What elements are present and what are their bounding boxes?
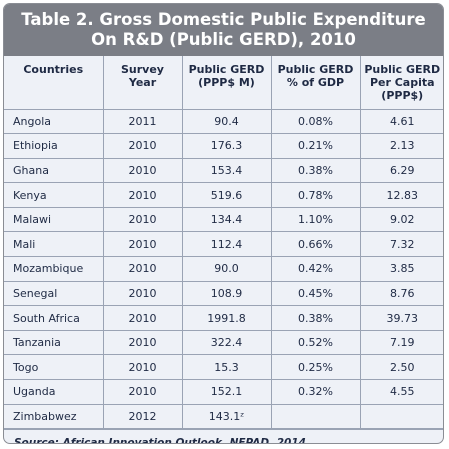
- cell-per-capita: 7.19: [359, 329, 443, 356]
- cell-country: Uganda: [4, 379, 104, 405]
- cell-per-capita: 8.76: [359, 280, 443, 307]
- cell-country: Tanzania: [4, 329, 104, 356]
- table-row: Uganda 2010 152.1 0.32% 4.55: [4, 379, 443, 405]
- cell-year: 2010: [102, 182, 183, 208]
- header-public-gerd-per-capita: Public GERD Per Capita (PPP$): [359, 56, 443, 110]
- cell-gerd: 152.1: [181, 379, 272, 405]
- table-row: Togo 2010 15.3 0.25% 2.50: [4, 354, 443, 381]
- cell-year: 2010: [102, 133, 183, 159]
- cell-per-capita: 9.02: [359, 206, 443, 233]
- cell-country: Ghana: [4, 157, 104, 184]
- cell-country: Kenya: [4, 182, 104, 208]
- header-public-gerd-pct-gdp: Public GERD% of GDP: [270, 56, 361, 110]
- cell-gerd: 15.3: [181, 354, 272, 381]
- cell-pct-gdp: 1.10%: [270, 206, 361, 233]
- table-row: Senegal 2010 108.9 0.45% 8.76: [4, 280, 443, 307]
- cell-per-capita: 2.13: [359, 133, 443, 159]
- cell-year: 2010: [102, 305, 183, 331]
- table-row: Malawi 2010 134.4 1.10% 9.02: [4, 206, 443, 233]
- cell-per-capita: 4.55: [359, 379, 443, 405]
- cell-gerd: 112.4: [181, 231, 272, 258]
- cell-gerd: 519.6: [181, 182, 272, 208]
- cell-gerd: 1991.8: [181, 305, 272, 331]
- header-countries: Countries: [4, 56, 104, 110]
- cell-per-capita: 7.32: [359, 231, 443, 258]
- table-row: Ethiopia 2010 176.3 0.21% 2.13: [4, 133, 443, 159]
- table-row: Zimbabwez 2012 143.1ᶻ: [4, 403, 443, 430]
- table-card: Table 2. Gross Domestic Public Expenditu…: [3, 3, 444, 444]
- cell-gerd: 176.3: [181, 133, 272, 159]
- cell-per-capita: 6.29: [359, 157, 443, 184]
- table-row: Ghana 2010 153.4 0.38% 6.29: [4, 157, 443, 184]
- cell-year: 2010: [102, 379, 183, 405]
- table-row: Tanzania 2010 322.4 0.52% 7.19: [4, 329, 443, 356]
- cell-pct-gdp: 0.32%: [270, 379, 361, 405]
- table-row: South Africa 2010 1991.8 0.38% 39.73: [4, 305, 443, 331]
- cell-year: 2010: [102, 256, 183, 282]
- cell-gerd: 90.4: [181, 108, 272, 135]
- header-survey-year: Survey Year: [102, 56, 183, 110]
- title-line-2: On R&D (Public GERD), 2010: [91, 30, 356, 49]
- cell-country: Malawi: [4, 206, 104, 233]
- cell-per-capita: 39.73: [359, 305, 443, 331]
- cell-year: 2010: [102, 354, 183, 381]
- cell-year: 2010: [102, 329, 183, 356]
- cell-pct-gdp: 0.08%: [270, 108, 361, 135]
- cell-year: 2010: [102, 231, 183, 258]
- cell-pct-gdp: 0.52%: [270, 329, 361, 356]
- cell-country: Mozambique: [4, 256, 104, 282]
- cell-per-capita: [359, 403, 443, 430]
- cell-country: Zimbabwez: [4, 403, 104, 430]
- cell-pct-gdp: 0.25%: [270, 354, 361, 381]
- cell-year: 2010: [102, 157, 183, 184]
- cell-year: 2012: [102, 403, 183, 430]
- cell-per-capita: 2.50: [359, 354, 443, 381]
- cell-per-capita: 12.83: [359, 182, 443, 208]
- cell-country: Mali: [4, 231, 104, 258]
- header-public-gerd-ppp: Public GERD (PPP$ M): [181, 56, 272, 110]
- cell-gerd: 134.4: [181, 206, 272, 233]
- cell-pct-gdp: 0.21%: [270, 133, 361, 159]
- table-row: Kenya 2010 519.6 0.78% 12.83: [4, 182, 443, 208]
- table-row: Angola 2011 90.4 0.08% 4.61: [4, 108, 443, 135]
- cell-pct-gdp: [270, 403, 361, 430]
- cell-country: Togo: [4, 354, 104, 381]
- cell-gerd: 90.0: [181, 256, 272, 282]
- cell-gerd: 108.9: [181, 280, 272, 307]
- cell-pct-gdp: 0.45%: [270, 280, 361, 307]
- cell-country: Senegal: [4, 280, 104, 307]
- table-row: Mozambique 2010 90.0 0.42% 3.85: [4, 256, 443, 282]
- source-note: Source: African Innovation Outlook, NEPA…: [4, 429, 443, 443]
- cell-gerd: 153.4: [181, 157, 272, 184]
- title-line-1: Table 2. Gross Domestic Public Expenditu…: [21, 10, 426, 29]
- cell-pct-gdp: 0.78%: [270, 182, 361, 208]
- cell-gerd: 322.4: [181, 329, 272, 356]
- cell-country: South Africa: [4, 305, 104, 331]
- cell-gerd: 143.1ᶻ: [181, 403, 272, 430]
- cell-pct-gdp: 0.38%: [270, 305, 361, 331]
- cell-year: 2011: [102, 108, 183, 135]
- cell-country: Ethiopia: [4, 133, 104, 159]
- gerd-table: Countries Survey Year Public GERD (PPP$ M)…: [4, 56, 443, 430]
- cell-pct-gdp: 0.38%: [270, 157, 361, 184]
- header-row: Countries Survey Year Public GERD (PPP$ M)…: [4, 56, 443, 110]
- table-title: Table 2. Gross Domestic Public Expenditu…: [4, 4, 443, 56]
- cell-pct-gdp: 0.66%: [270, 231, 361, 258]
- cell-pct-gdp: 0.42%: [270, 256, 361, 282]
- cell-per-capita: 3.85: [359, 256, 443, 282]
- cell-year: 2010: [102, 280, 183, 307]
- cell-per-capita: 4.61: [359, 108, 443, 135]
- cell-country: Angola: [4, 108, 104, 135]
- table-row: Mali 2010 112.4 0.66% 7.32: [4, 231, 443, 258]
- cell-year: 2010: [102, 206, 183, 233]
